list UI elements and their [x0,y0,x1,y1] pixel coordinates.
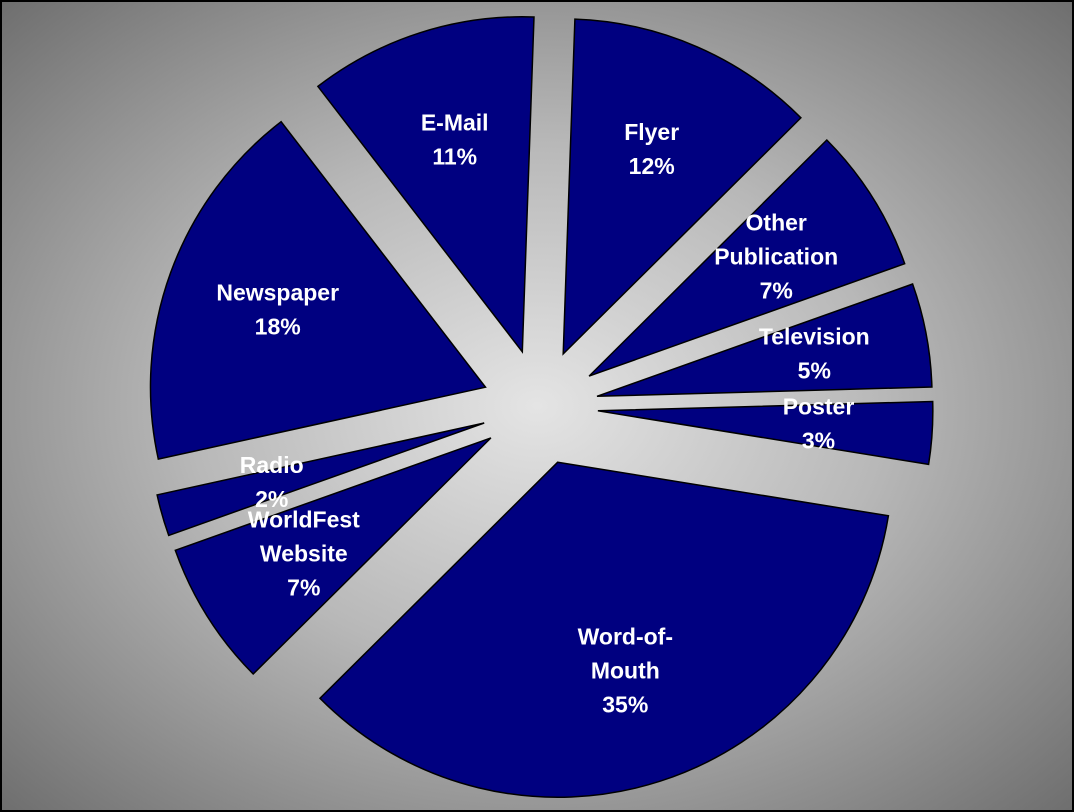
slice-label: Other Publication 7% [714,209,838,303]
slice-category-label: Mouth [591,658,660,684]
pie-slice [562,18,802,356]
slice-value-label: 7% [287,575,320,601]
slice-category-label: WorldFest [248,507,360,533]
pie-slice [318,461,890,798]
slice-value-label: 3% [802,428,835,454]
slice-label: Newspaper 18% [216,280,339,340]
slice-label: Television 5% [759,324,870,384]
slice-value-label: 12% [629,153,675,179]
slice-category-label: Other [746,209,807,235]
pie-slice [149,120,487,460]
pie-slices [149,16,934,798]
slice-label: Radio 2% [240,452,304,512]
slice-value-label: 35% [602,692,648,718]
slice-category-label: Poster [783,394,855,420]
pie-slice [156,422,485,537]
slice-label: Word-of- Mouth 35% [578,624,673,718]
pie-slice [596,283,933,398]
pie-slice [316,16,535,354]
slice-label: Poster 3% [783,394,855,454]
slice-value-label: 7% [760,277,793,303]
slice-category-label: Newspaper [216,280,339,306]
slice-category-label: Television [759,324,870,350]
pie-slice [597,400,934,466]
slice-category-label: Flyer [624,119,679,145]
slice-value-label: 11% [432,143,477,169]
slice-label: E-Mail 11% [421,109,489,169]
slice-category-label: Website [260,541,348,567]
slice-value-label: 2% [255,486,288,512]
slice-label: WorldFest Website 7% [248,507,360,601]
slice-category-label: Radio [240,452,304,478]
pie-labels: Flyer 12% Other Publication 7% Television 5% Po… [216,109,869,717]
slice-label: Flyer 12% [624,119,679,179]
pie-slice [588,138,906,377]
slice-category-label: Publication [714,243,838,269]
slice-value-label: 18% [255,314,301,340]
slice-value-label: 5% [798,358,831,384]
slice-category-label: E-Mail [421,109,489,135]
slice-category-label: Word-of- [578,624,673,650]
pie-slice [174,437,492,676]
